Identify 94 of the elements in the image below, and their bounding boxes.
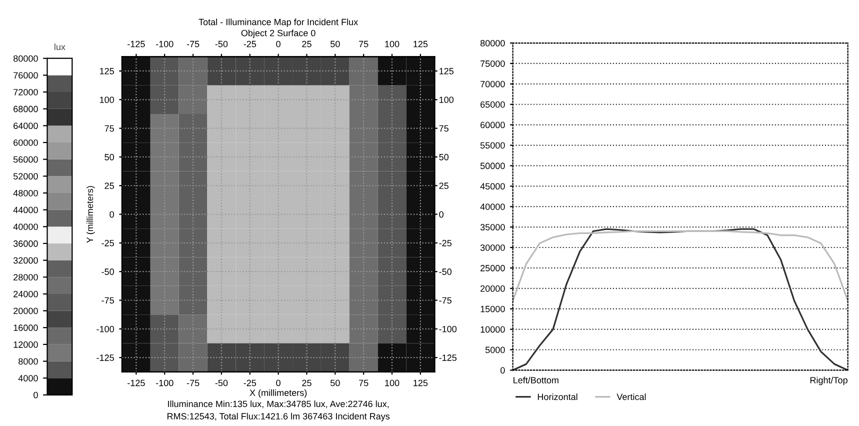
y-tick-label: 40000 [480,204,505,210]
chart-title: Total - Illuminance Map for Incident Flux [198,18,358,28]
x-tick-label: 100 [385,380,400,386]
y2-tick-label: 75 [104,125,114,132]
category-label: 125 [414,40,428,48]
color-bar-label: 76000 [14,72,38,79]
category-label: 75 [359,40,368,48]
y-tick-label: -125 [439,354,457,361]
y-tick-label: 50000 [480,162,505,170]
y2-tick-label: 50 [104,154,114,160]
y-tick-label: 60000 [480,122,505,128]
color-bar-label: 8000 [18,358,38,365]
color-bar-label: 48000 [13,190,38,196]
category-label: 25 [302,40,312,48]
y2-tick-label: 0 [110,211,114,218]
color-bar-label: 12000 [14,341,38,348]
category-label: 50 [330,40,340,48]
y-tick-label: -100 [439,326,457,332]
y-tick-label: 75 [439,125,448,132]
category-label: -125 [128,40,145,48]
legend-label: Vertical [616,393,646,400]
y-tick-label: 10000 [480,326,505,333]
x-tick-label: -100 [156,380,174,386]
y-tick-label: -25 [439,240,452,246]
x-tick-label: 0 [276,380,280,386]
y2-tick-label: -125 [96,354,114,361]
color-bar-title: lux [54,43,66,50]
y2-tick-label: -75 [102,297,114,304]
text: Left/Bottom [514,376,558,384]
text: Illuminance Min:135 lux, Max:34785 lux, Ave:22746 lux, [168,400,389,408]
color-bar-label: 32000 [13,257,38,264]
color-bar-label: 40000 [13,224,38,230]
y2-tick-label: 100 [100,96,114,104]
x-tick-label: -50 [215,380,228,386]
color-bar-label: 4000 [18,375,38,382]
y-tick-label: 70000 [480,80,505,88]
legend-label: Horizontal [538,393,578,400]
y2-tick-label: 25 [104,182,114,189]
color-bar-label: 72000 [14,88,38,96]
y-tick-label: 25 [439,182,448,189]
y-tick-label: 45000 [480,183,505,190]
color-bar-label: 56000 [13,156,38,163]
color-bar-label: 68000 [14,106,38,112]
color-bar-label: 60000 [14,139,38,146]
x-axis-title: X (millimeters) [250,389,307,398]
y-tick-label: 0 [500,367,505,374]
y-tick-label: 15000 [480,306,505,312]
color-bar-label: 64000 [14,122,38,130]
color-bar-label: 20000 [14,308,38,314]
y-axis-title: Y (millimeters) [86,186,95,243]
y-tick-label: 75000 [480,60,505,67]
y-tick-label: 100 [440,96,454,104]
color-bar-label: 36000 [13,240,38,247]
color-bar-label: 28000 [14,274,38,280]
y-tick-label: 80000 [480,40,505,46]
x-tick-label: 25 [302,380,312,386]
y-tick-label: 5000 [485,346,505,354]
color-bar-label: 16000 [14,324,38,331]
color-bar-label: 52000 [13,173,38,180]
category-label: -100 [156,40,174,48]
line-series [512,230,848,302]
text: Right/Top [810,376,848,386]
color-bar-label: 44000 [13,206,38,214]
y-tick-label: 0 [439,211,444,218]
category-label: 100 [385,40,400,48]
y-tick-label: 25000 [480,264,505,272]
y-tick-label: 55000 [480,142,505,149]
color-bar-label: 24000 [14,290,38,298]
x-tick-label: 50 [330,380,340,386]
x-tick-label: 75 [359,380,368,386]
x-tick-label: 125 [414,380,428,386]
y-tick-label: 65000 [480,101,505,108]
y2-tick-label: 125 [100,68,114,74]
color-bar-label: 80000 [14,55,38,62]
chart-subtitle: Object 2 Surface 0 [241,30,316,38]
y-tick-label: -50 [439,268,452,275]
y2-tick-label: -50 [102,268,114,275]
y-tick-label: 30000 [480,244,505,251]
x-tick-label: -25 [244,380,256,386]
y2-tick-label: -25 [102,240,114,246]
category-label: -50 [215,40,228,48]
text: RMS:12543, Total Flux:1421.6 lm 367463 Incident Rays [167,412,390,422]
y-tick-label: -75 [439,297,452,304]
y-tick-label: 20000 [480,285,505,292]
category-label: -75 [186,40,200,48]
category-label: 0 [276,40,280,48]
y2-tick-label: -100 [96,326,114,332]
x-tick-label: -75 [186,380,200,386]
y-tick-label: 50 [439,154,449,160]
category-label: -25 [244,40,256,48]
color-bar-label: 0 [34,392,38,398]
x-tick-label: -125 [128,380,145,386]
y-tick-label: 125 [440,68,454,74]
y-tick-label: 35000 [480,224,505,230]
